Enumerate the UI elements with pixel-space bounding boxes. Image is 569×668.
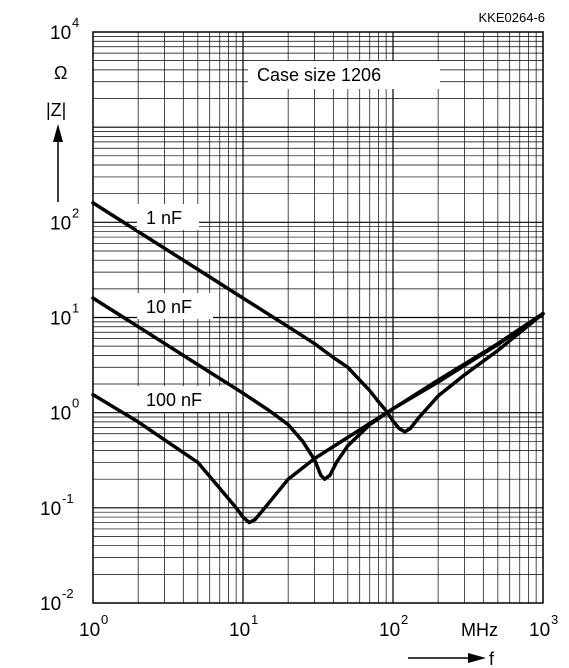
series-labels: 1 nF 10 nF 100 nF bbox=[137, 204, 229, 412]
y-tick-exp-5: 4 bbox=[72, 15, 79, 30]
y-tick-base-4: 10 bbox=[50, 213, 71, 234]
series-curves bbox=[91, 201, 545, 525]
x-tick-base-3: 10 bbox=[529, 620, 550, 641]
figure-id: KKE0264-6 bbox=[479, 10, 546, 25]
plot-frame bbox=[92, 31, 544, 604]
series-curve-0 bbox=[91, 201, 545, 434]
x-unit-label: MHz bbox=[461, 620, 498, 640]
y-tick-base-0: 10 bbox=[40, 594, 61, 615]
series-label-bg-1 bbox=[137, 293, 213, 319]
annotation-box: Case size 1206 bbox=[248, 61, 440, 89]
x-tick-exp-0: 0 bbox=[101, 612, 108, 627]
y-tick-exp-1: -1 bbox=[62, 491, 74, 506]
y-unit-label: Ω bbox=[54, 63, 67, 83]
y-tick-base-3: 10 bbox=[50, 309, 71, 330]
annotation-background bbox=[248, 61, 440, 89]
annotation-case-size: Case size 1206 bbox=[257, 65, 381, 85]
y-axis-arrow bbox=[53, 124, 63, 202]
x-unit-background bbox=[458, 617, 514, 641]
x-tick-exp-3: 3 bbox=[551, 612, 558, 627]
y-tick-exp-3: 1 bbox=[72, 301, 79, 316]
y-tick-base-2: 10 bbox=[50, 404, 71, 425]
y-tick-exp-0: -2 bbox=[62, 586, 74, 601]
y-arrow-head bbox=[53, 124, 63, 142]
series-label-bg-2 bbox=[137, 386, 229, 412]
y-tick-base-1: 10 bbox=[40, 499, 61, 520]
x-tick-exp-2: 2 bbox=[401, 612, 408, 627]
x-tick-base-1: 10 bbox=[229, 620, 250, 641]
x-tick-base-2: 10 bbox=[379, 620, 400, 641]
x-axis-label: f bbox=[489, 649, 495, 668]
series-curve-2 bbox=[91, 311, 545, 525]
x-tick-base-0: 10 bbox=[79, 620, 100, 641]
x-arrow-head bbox=[468, 653, 486, 663]
y-tick-exp-4: 2 bbox=[72, 205, 79, 220]
series-label-2: 100 nF bbox=[146, 390, 202, 410]
x-axis-arrow bbox=[408, 653, 486, 663]
series-label-bg-0 bbox=[137, 204, 199, 230]
series-label-0: 1 nF bbox=[146, 208, 182, 228]
y-tick-exp-2: 0 bbox=[72, 396, 79, 411]
y-tick-base-5: 10 bbox=[50, 23, 71, 44]
y-axis-label: |Z| bbox=[46, 100, 66, 120]
x-tick-exp-1: 1 bbox=[251, 612, 258, 627]
series-label-1: 10 nF bbox=[146, 297, 192, 317]
